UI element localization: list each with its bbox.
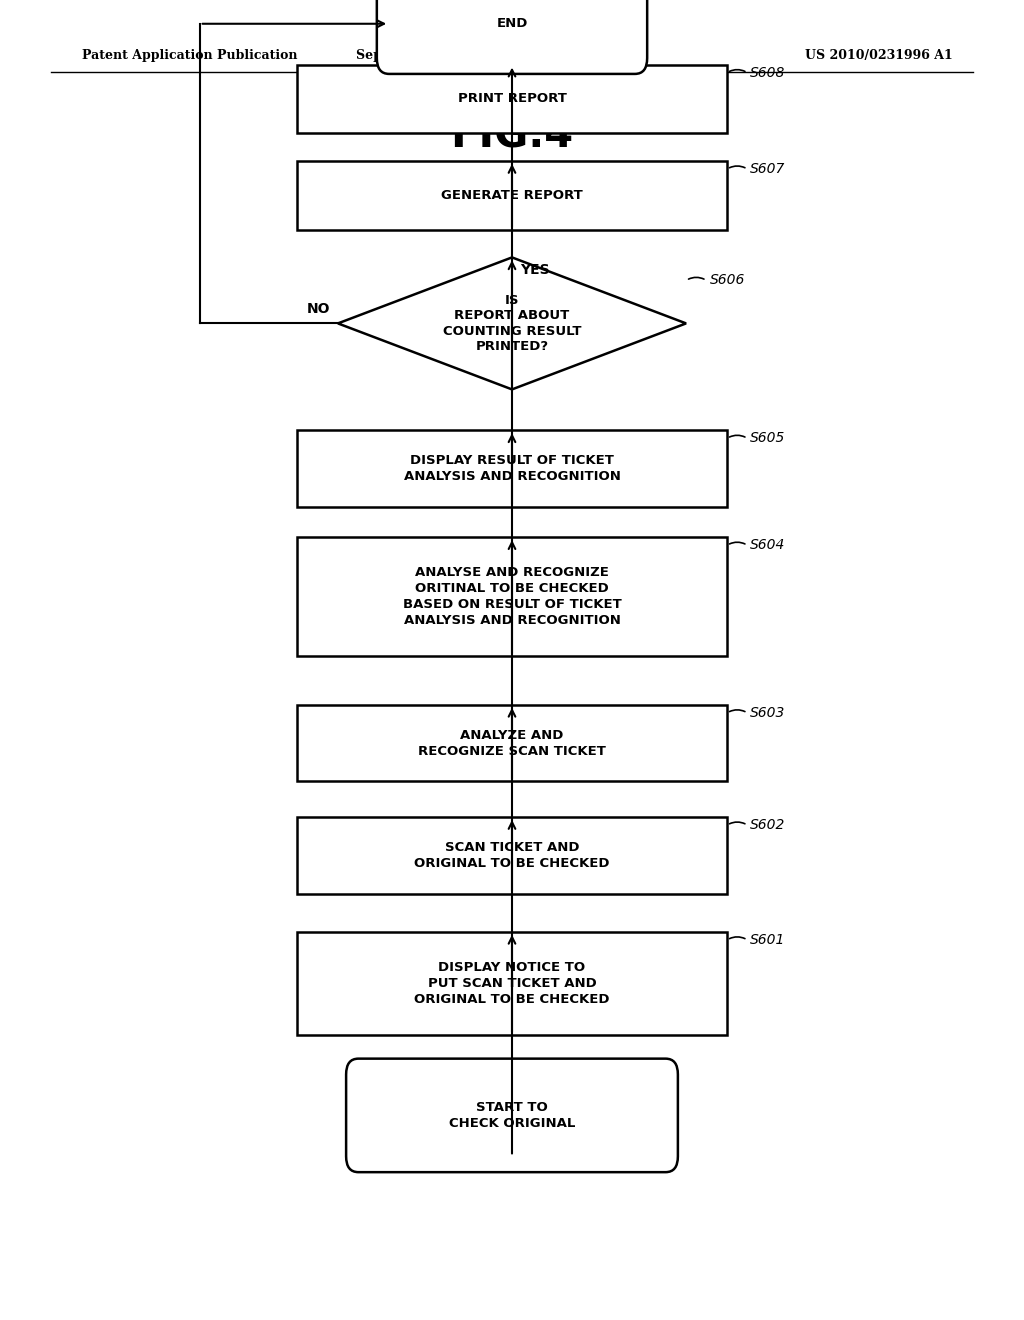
Text: PRINT REPORT: PRINT REPORT	[458, 92, 566, 106]
Text: S603: S603	[751, 706, 785, 719]
Text: S608: S608	[751, 66, 785, 79]
Text: ANALYZE AND
RECOGNIZE SCAN TICKET: ANALYZE AND RECOGNIZE SCAN TICKET	[418, 729, 606, 758]
Text: S607: S607	[751, 162, 785, 176]
Text: US 2010/0231996 A1: US 2010/0231996 A1	[805, 49, 952, 62]
Bar	[297, 161, 727, 230]
FancyBboxPatch shape	[346, 1059, 678, 1172]
Text: DISPLAY RESULT OF TICKET
ANALYSIS AND RECOGNITION: DISPLAY RESULT OF TICKET ANALYSIS AND RE…	[403, 454, 621, 483]
Bar	[297, 537, 727, 656]
Text: S601: S601	[751, 933, 785, 946]
Text: END: END	[497, 17, 527, 30]
Text: S602: S602	[751, 818, 785, 832]
Text: GENERATE REPORT: GENERATE REPORT	[441, 189, 583, 202]
Text: S605: S605	[751, 432, 785, 445]
Text: NO: NO	[306, 302, 330, 317]
Text: S604: S604	[751, 539, 785, 552]
Bar	[297, 65, 727, 133]
Text: IS
REPORT ABOUT
COUNTING RESULT
PRINTED?: IS REPORT ABOUT COUNTING RESULT PRINTED?	[442, 293, 582, 354]
Text: SCAN TICKET AND
ORIGINAL TO BE CHECKED: SCAN TICKET AND ORIGINAL TO BE CHECKED	[415, 841, 609, 870]
Polygon shape	[338, 257, 686, 389]
Bar	[297, 705, 727, 781]
Bar	[297, 430, 727, 507]
Text: START TO
CHECK ORIGINAL: START TO CHECK ORIGINAL	[449, 1101, 575, 1130]
Bar	[297, 932, 727, 1035]
FancyBboxPatch shape	[377, 0, 647, 74]
Bar	[297, 817, 727, 894]
Text: Patent Application Publication: Patent Application Publication	[82, 49, 297, 62]
Text: Sep. 16, 2010  Sheet 6 of 6: Sep. 16, 2010 Sheet 6 of 6	[356, 49, 545, 62]
Text: ANALYSE AND RECOGNIZE
ORITINAL TO BE CHECKED
BASED ON RESULT OF TICKET
ANALYSIS : ANALYSE AND RECOGNIZE ORITINAL TO BE CHE…	[402, 566, 622, 627]
Text: S606: S606	[710, 273, 744, 288]
Text: FIG.4: FIG.4	[451, 114, 573, 156]
Text: DISPLAY NOTICE TO
PUT SCAN TICKET AND
ORIGINAL TO BE CHECKED: DISPLAY NOTICE TO PUT SCAN TICKET AND OR…	[415, 961, 609, 1006]
Text: YES: YES	[520, 263, 550, 277]
